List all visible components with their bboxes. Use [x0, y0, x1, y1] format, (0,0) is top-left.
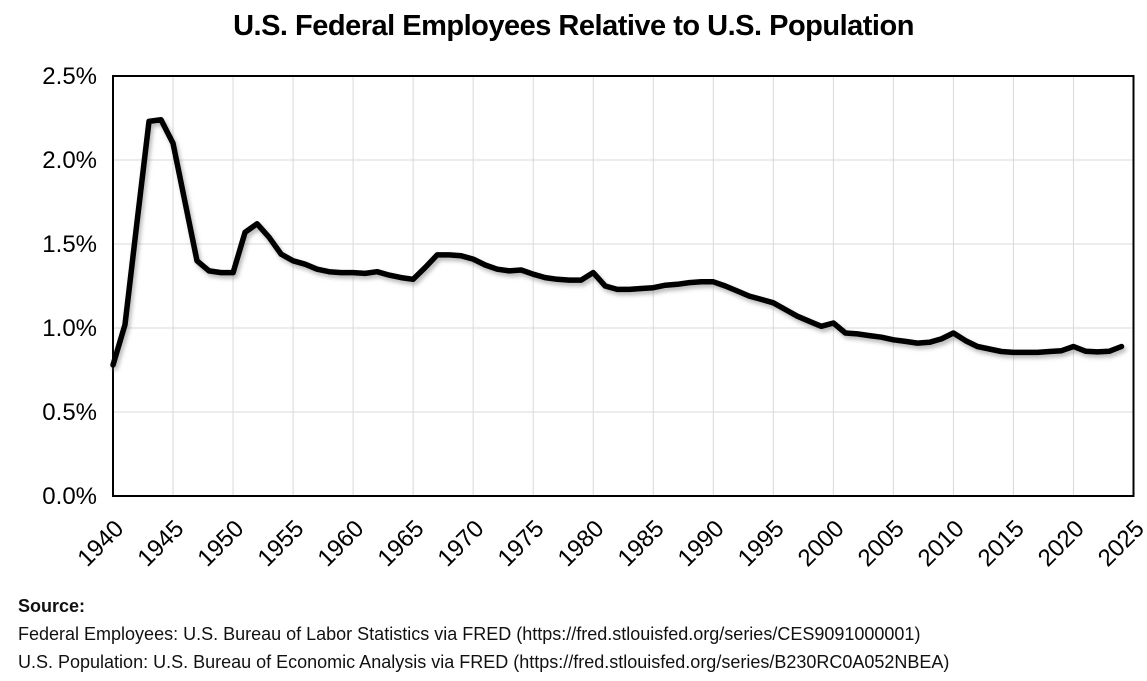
y-axis-tick-label: 2.0%: [42, 147, 97, 174]
x-axis-tick-label: 2005: [853, 515, 910, 572]
y-axis-tick-label: 0.0%: [42, 483, 97, 510]
y-axis-tick-label: 0.5%: [42, 399, 97, 426]
x-axis-tick-label: 1965: [373, 515, 430, 572]
source-label: Source:: [18, 596, 86, 616]
source-line-us-population: U.S. Population: U.S. Bureau of Economic…: [18, 652, 950, 672]
x-axis-tick-label: 2000: [793, 515, 850, 572]
x-axis-tick-label: 1980: [553, 515, 610, 572]
x-axis-tick-label: 1960: [313, 515, 370, 572]
x-axis-tick-label: 1985: [613, 515, 670, 572]
y-axis-tick-label: 1.5%: [42, 231, 97, 258]
y-axis-tick-label: 1.0%: [42, 315, 97, 342]
source-line-federal-employees: Federal Employees: U.S. Bureau of Labor …: [18, 624, 921, 644]
x-axis-tick-label: 1940: [72, 515, 129, 572]
x-axis-tick-label: 1990: [673, 515, 730, 572]
x-axis-tick-label: 1950: [192, 515, 249, 572]
line-chart-plot: 0.0% 0.5% 1.0% 1.5% 2.0% 2.5% 1940 1945 1950 1955…: [42, 63, 1147, 572]
x-axis-tick-label: 1945: [132, 515, 189, 572]
x-axis-tick-label: 1970: [433, 515, 490, 572]
data-series-line: [110, 116, 1125, 368]
x-axis-tick-label: 2015: [973, 515, 1030, 572]
x-axis-tick-label: 1995: [733, 515, 790, 572]
plot-border: [112, 75, 1135, 497]
x-axis-tick-label: 1955: [252, 515, 309, 572]
x-axis-tick-label: 1975: [493, 515, 550, 572]
chart-title: U.S. Federal Employees Relative to U.S. …: [233, 10, 914, 42]
x-axis-tick-label: 2010: [913, 515, 970, 572]
x-axis-tick-label: 2025: [1093, 515, 1147, 572]
x-axis-tick-label: 2020: [1033, 515, 1090, 572]
source-block: Source: Federal Employees: U.S. Bureau o…: [18, 592, 1128, 676]
y-axis-tick-label: 2.5%: [42, 63, 97, 90]
